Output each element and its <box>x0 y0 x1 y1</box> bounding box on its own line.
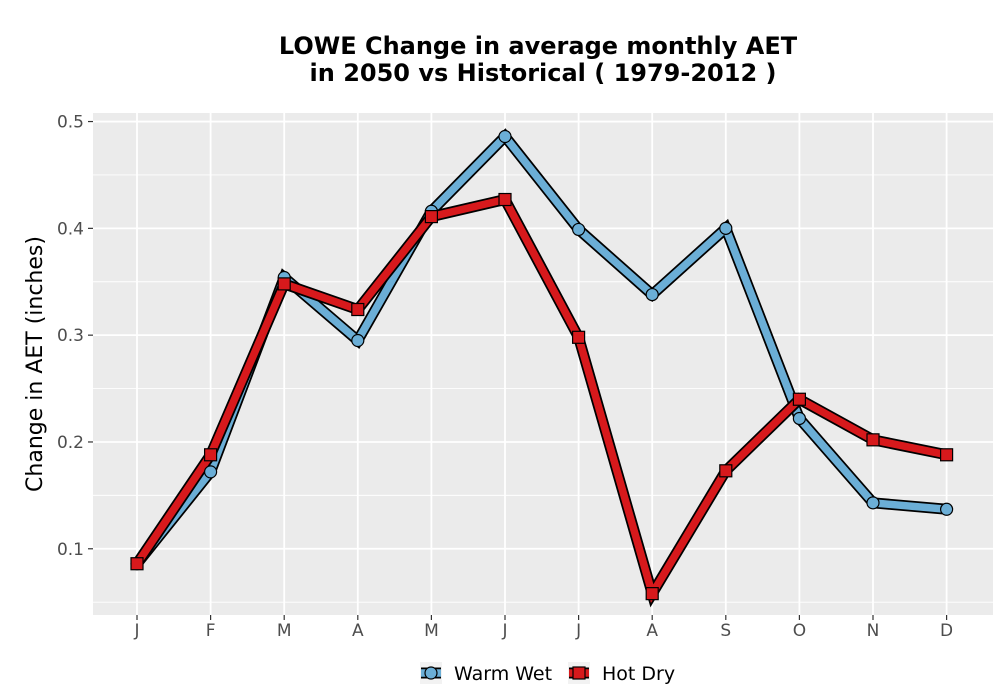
data-point-1-9 <box>792 392 807 406</box>
x-tick-label: J <box>575 621 581 641</box>
data-point-0-3 <box>351 333 365 348</box>
chart-title-line1: LOWE Change in average monthly AET <box>279 32 798 60</box>
legend-label: Hot Dry <box>602 663 675 685</box>
data-point-1-1 <box>204 448 218 462</box>
data-point-1-2 <box>277 277 291 291</box>
data-point-1-0 <box>130 557 144 571</box>
data-point-1-10 <box>866 433 880 447</box>
data-point-0-8 <box>719 221 733 235</box>
data-point-1-6 <box>571 330 586 344</box>
data-point-0-7 <box>645 287 659 302</box>
x-tick-label: O <box>793 621 806 641</box>
data-point-0-10 <box>866 496 880 510</box>
grid-lines <box>93 113 993 615</box>
x-tick-label: J <box>133 621 139 641</box>
x-tick-label: N <box>867 621 880 641</box>
data-point-1-5 <box>498 192 512 207</box>
y-axis-label: Change in AET (inches) <box>23 236 48 492</box>
data-point-1-7 <box>645 587 659 601</box>
x-tick-label: M <box>424 621 439 641</box>
data-point-0-9 <box>792 411 807 426</box>
axes: 0.1 0.2 0.3 0.4 0.5 J F M A M J J A S O N D <box>57 113 953 641</box>
data-point-1-4 <box>424 210 438 224</box>
x-tick-label: F <box>206 621 216 641</box>
data-point-0-6 <box>571 222 586 237</box>
y-tick-label: 0.2 <box>57 433 84 453</box>
x-tick-label: M <box>277 621 292 641</box>
series-line-1 <box>133 195 948 603</box>
y-tick-label: 0.3 <box>57 326 84 346</box>
series-lines <box>132 128 948 608</box>
x-tick-label: S <box>720 621 731 641</box>
x-tick-label: J <box>501 621 507 641</box>
data-point-1-8 <box>719 464 733 478</box>
data-point-1-3 <box>351 302 365 317</box>
data-markers <box>130 129 954 601</box>
y-tick-label: 0.1 <box>57 540 84 560</box>
x-tick-label: D <box>940 621 953 641</box>
y-tick-label: 0.5 <box>57 113 84 133</box>
legend-key-marker <box>424 666 438 680</box>
y-tick-label: 0.4 <box>57 219 84 239</box>
legend-label: Warm Wet <box>454 663 552 685</box>
data-point-1-11 <box>939 448 954 462</box>
x-tick-label: A <box>646 621 658 641</box>
plot-panel <box>93 113 993 615</box>
data-point-0-11 <box>939 502 954 516</box>
legend-key-marker <box>572 666 586 680</box>
chart-title-line2: in 2050 vs Historical ( 1979-2012 ) <box>310 59 777 87</box>
data-point-0-1 <box>204 465 218 479</box>
legend: Warm Wet Hot Dry <box>420 662 675 685</box>
data-point-0-5 <box>498 129 512 144</box>
x-tick-label: A <box>352 621 364 641</box>
